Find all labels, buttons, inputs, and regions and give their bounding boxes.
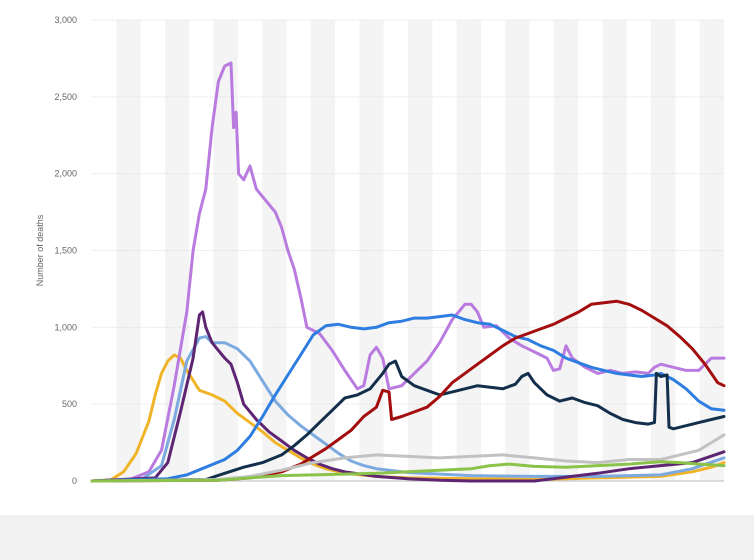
line-chart: 0 500 1,000 1,500 2,000 2,500 3,000 Number of … xyxy=(35,15,726,486)
series-line-5 xyxy=(90,313,726,483)
y-tick-label: 1,000 xyxy=(54,322,77,332)
y-tick-label: 2,000 xyxy=(54,169,77,179)
series-line-6 xyxy=(90,359,726,483)
y-tick-label: 1,500 xyxy=(54,246,77,256)
series-line-9 xyxy=(90,460,726,483)
series-line-4 xyxy=(90,310,726,483)
y-axis-title: Number of deaths xyxy=(35,214,45,286)
series-layer xyxy=(90,61,726,483)
y-tick-label: 0 xyxy=(72,476,77,486)
y-tick-label: 2,500 xyxy=(54,92,77,102)
series-line-8 xyxy=(90,433,726,483)
y-tick-label: 500 xyxy=(62,399,77,409)
series-line-7 xyxy=(90,299,726,483)
series-line-2 xyxy=(90,61,726,483)
y-tick-label: 3,000 xyxy=(54,15,77,25)
chart-area: 0 500 1,000 1,500 2,000 2,500 3,000 Number of … xyxy=(0,0,754,515)
x-band xyxy=(456,20,481,481)
y-axis-ticks: 0 500 1,000 1,500 2,000 2,500 3,000 xyxy=(54,15,77,486)
